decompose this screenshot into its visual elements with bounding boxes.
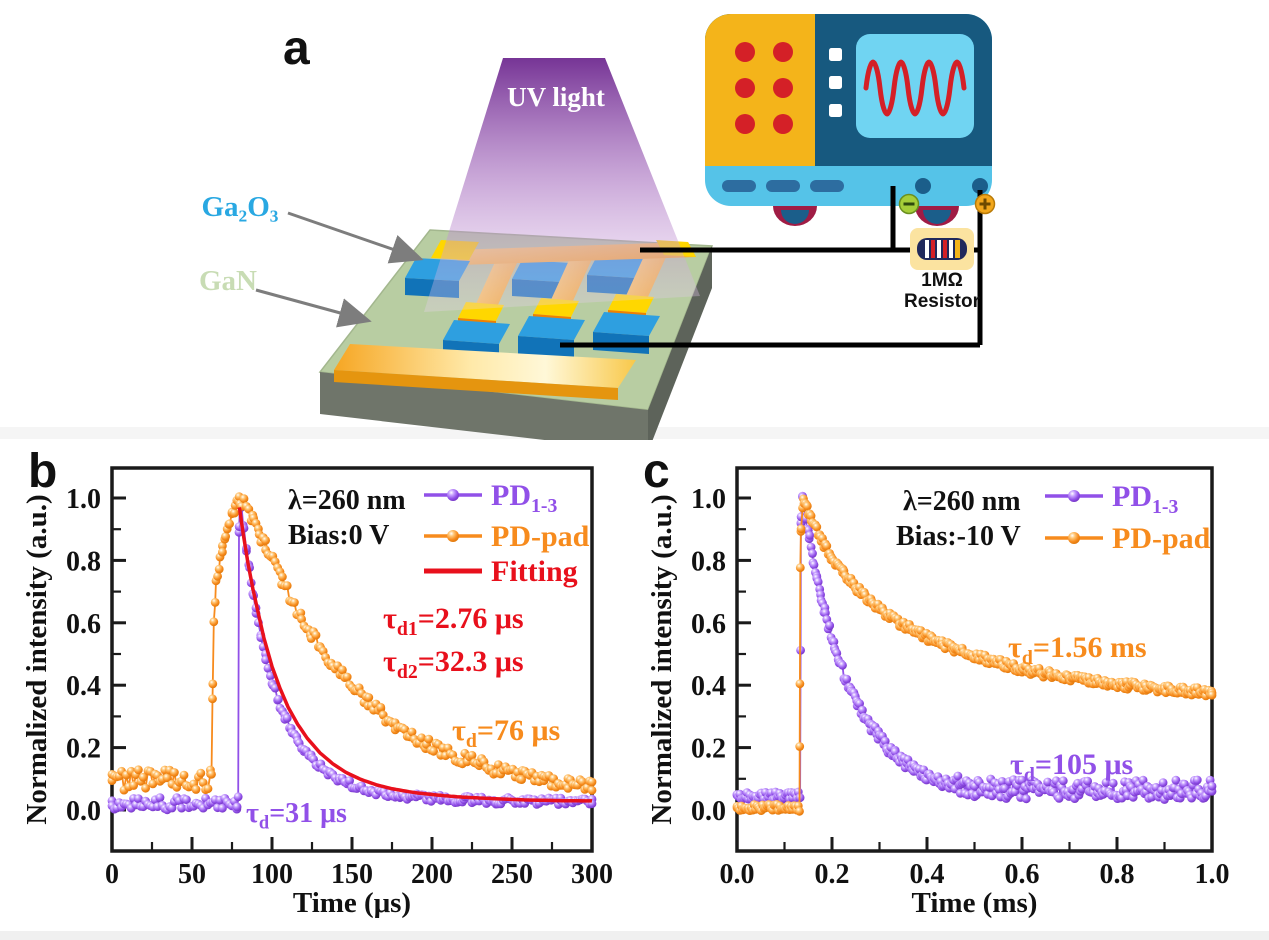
oscilloscope-feet xyxy=(773,206,959,226)
x-tick-label: 1.0 xyxy=(1195,859,1230,890)
resistor xyxy=(910,228,974,270)
x-tick-label: 0.6 xyxy=(1005,859,1040,890)
x-tick-label: 150 xyxy=(331,859,373,890)
x-tick-label: 300 xyxy=(571,859,613,890)
x-axis-label: Time (μs) xyxy=(293,887,411,919)
x-tick-label: 0.4 xyxy=(910,859,945,890)
y-axis-label: Normalized intensity (a.u.) xyxy=(21,494,53,824)
panel-c-letter: c xyxy=(643,445,670,498)
waveform-icon xyxy=(863,59,967,117)
resistor-value-label: 1MΩ xyxy=(921,270,963,291)
electrode-bottom-pad-top xyxy=(334,344,636,388)
ga2o3-pointer-arrow xyxy=(287,211,424,264)
circuit-wires xyxy=(560,186,983,348)
x-tick-label: 100 xyxy=(251,859,293,890)
annotation: λ=260 nm xyxy=(288,485,406,516)
annotation: λ=260 nm xyxy=(903,486,1021,517)
x-tick-label: 0.2 xyxy=(815,859,850,890)
legend-marker xyxy=(447,530,459,542)
series-line-Fitting xyxy=(237,507,594,803)
gan-pointer-arrow xyxy=(255,288,372,328)
legend-label: PD-pad xyxy=(1112,522,1211,555)
negative-terminal-icon xyxy=(898,193,920,215)
electrode-bottom-pad-front xyxy=(334,370,618,400)
ga2o3-label: Ga₂O₃ xyxy=(201,191,278,223)
series-Fitting xyxy=(237,507,594,803)
annotation: τd2=32.3 μs xyxy=(383,645,524,683)
series-PD-pad xyxy=(732,494,1217,816)
annotation: τd1=2.76 μs xyxy=(383,602,524,640)
y-tick-label: 0.0 xyxy=(691,796,726,827)
y-tick-label: 0.4 xyxy=(691,671,726,702)
panel-b-plot: 0 50 100 150 200 250 300 0.0 0.2 0.4 0.6 0.8 1.0 Time… xyxy=(21,445,613,919)
annotation: τd=105 μs xyxy=(1010,748,1133,786)
legend-marker xyxy=(1068,532,1080,544)
menu-buttons[interactable] xyxy=(829,48,842,117)
y-tick-label: 0.2 xyxy=(66,734,101,765)
series-PD1-3 xyxy=(732,491,1217,805)
axes-c: 0.0 0.2 0.4 0.6 0.8 1.0 0.0 0.2 0.4 0.6 0.8 1.0 Time… xyxy=(646,466,1230,919)
y-tick-label: 0.2 xyxy=(691,734,726,765)
y-tick-label: 0.8 xyxy=(691,546,726,577)
y-tick-label: 0.4 xyxy=(66,671,101,702)
panel-b-letter: b xyxy=(28,445,57,498)
substrate-side-front xyxy=(320,372,648,440)
annotation: Bias:-10 V xyxy=(896,521,1021,552)
x-axis-label: Time (ms) xyxy=(912,887,1038,919)
legend-marker xyxy=(1068,490,1080,502)
legend-marker xyxy=(447,489,459,501)
uv-light-label: UV light xyxy=(507,82,605,112)
y-tick-label: 0.0 xyxy=(66,796,101,827)
axes-b: 0 50 100 150 200 250 300 0.0 0.2 0.4 0.6 0.8 1.0 Time… xyxy=(21,466,613,919)
y-tick-label: 0.6 xyxy=(691,609,726,640)
annotation: Bias:0 V xyxy=(288,520,389,551)
panel-a-letter: a xyxy=(283,22,310,75)
legend-label: PD1-3 xyxy=(1112,480,1178,518)
y-tick-label: 0.8 xyxy=(66,546,101,577)
panel-a-illustration: UV light xyxy=(199,14,996,440)
control-knobs[interactable] xyxy=(735,42,793,134)
uv-beam xyxy=(424,58,700,312)
positive-terminal-icon xyxy=(974,193,996,215)
gan-label: GaN xyxy=(199,265,257,297)
output-port-negative[interactable] xyxy=(915,178,931,194)
front-panel-slots xyxy=(722,180,844,192)
y-axis-label: Normalized intensity (a.u.) xyxy=(646,494,678,824)
legend-c: PD1-3 PD-pad xyxy=(1045,480,1211,555)
output-port-positive[interactable] xyxy=(972,178,988,194)
panel-c-plot: 0.0 0.2 0.4 0.6 0.8 1.0 0.0 0.2 0.4 0.6 0.8 1.0 Time… xyxy=(643,445,1230,919)
y-tick-label: 1.0 xyxy=(66,484,101,515)
x-tick-label: 200 xyxy=(411,859,453,890)
annotation: τd=1.56 ms xyxy=(1008,631,1147,669)
y-tick-label: 0.6 xyxy=(66,609,101,640)
legend-label: Fitting xyxy=(491,555,578,588)
annotation: τd=76 μs xyxy=(452,714,560,752)
oscilloscope xyxy=(705,14,992,226)
x-tick-label: 250 xyxy=(491,859,533,890)
bottom-edge-band xyxy=(0,931,1269,940)
x-tick-label: 0.8 xyxy=(1100,859,1135,890)
x-tick-label: 0.0 xyxy=(720,859,755,890)
annotation: τd=31 μs xyxy=(246,798,347,833)
ga2o3-bars-row2 xyxy=(443,312,660,362)
legend-label: PD1-3 xyxy=(491,479,557,517)
x-tick-label: 0 xyxy=(105,859,119,890)
y-tick-label: 1.0 xyxy=(691,484,726,515)
legend-label: PD-pad xyxy=(491,520,590,553)
series-PD-pad xyxy=(107,492,597,795)
x-tick-label: 50 xyxy=(178,859,206,890)
resistor-name-label: Resistor xyxy=(904,291,981,312)
